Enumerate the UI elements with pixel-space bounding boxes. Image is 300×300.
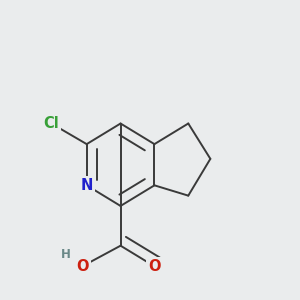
Text: Cl: Cl [44,116,59,131]
Text: H: H [61,248,71,261]
Text: N: N [80,178,93,193]
Text: O: O [76,259,88,274]
Text: O: O [148,259,161,274]
